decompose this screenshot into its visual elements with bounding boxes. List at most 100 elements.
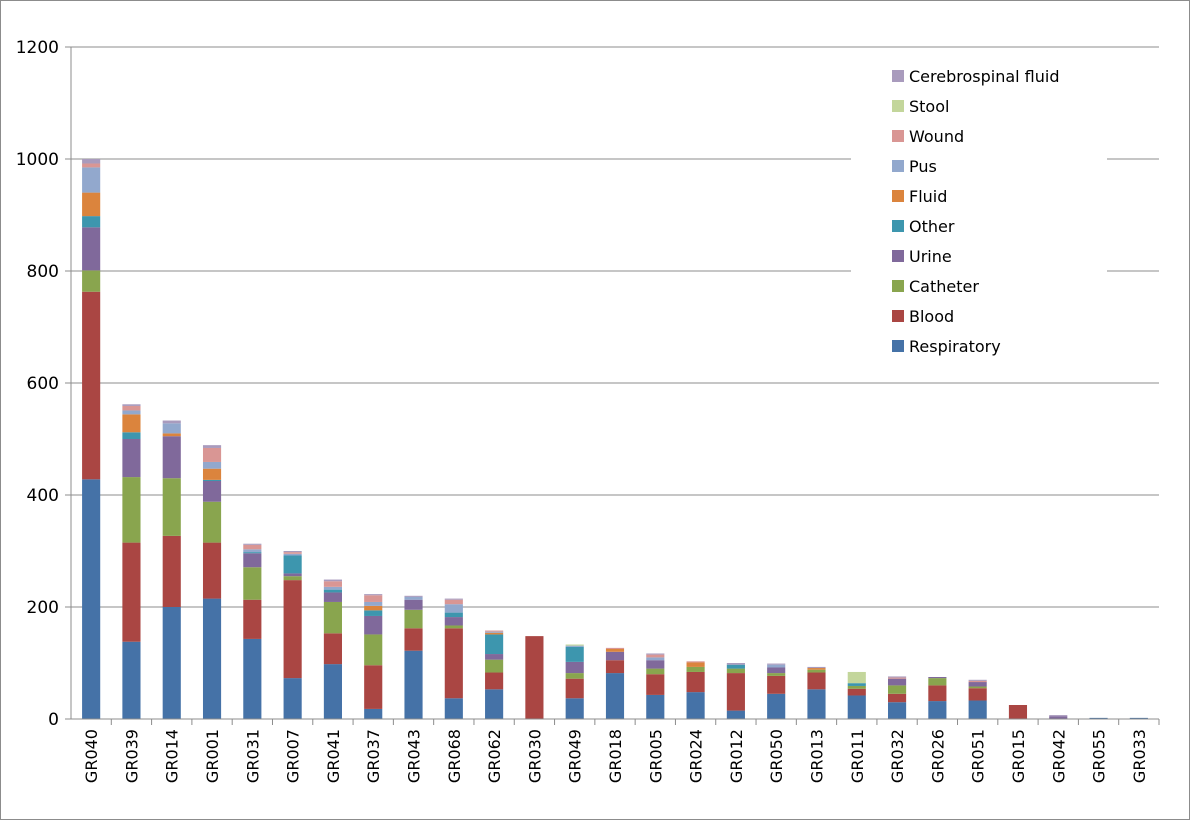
- x-tick-label: GR068: [445, 729, 464, 783]
- legend-label: Urine: [909, 247, 952, 266]
- bar-segment: GR068 Blood: 125: [444, 628, 463, 699]
- bar-segment: GR005 Pus: 5: [646, 657, 665, 661]
- bar-segment: GR011 Stool: 20: [847, 671, 866, 684]
- bar-segment: GR014 Respiratory: 200: [162, 607, 181, 719]
- legend-label: Other: [909, 217, 955, 236]
- x-tick-label: GR018: [606, 729, 625, 783]
- legend-swatch: [892, 160, 904, 172]
- x-tick-label: GR015: [1009, 729, 1028, 783]
- x-tick-label: GR007: [284, 729, 303, 783]
- bar-segment: GR011 Blood: 12: [847, 688, 866, 696]
- bar-segment: GR012 Catheter: 8: [726, 668, 745, 674]
- bar-segment: GR055 Respiratory: 2: [1089, 717, 1108, 719]
- bar-segment: GR062 Urine: 10: [485, 654, 504, 660]
- bar-segment: GR013 Catheter: 5: [807, 669, 826, 673]
- bar-segment: GR039 Other: 12: [122, 432, 141, 439]
- bar-segment: GR011 Respiratory: 42: [847, 695, 866, 719]
- legend-swatch: [892, 190, 904, 202]
- bar-segment: GR039 Pus: 7: [122, 410, 141, 415]
- x-tick-label: GR055: [1090, 729, 1109, 783]
- bar-segment: GR032 Urine: 12: [888, 678, 907, 686]
- legend-swatch: [892, 100, 904, 112]
- bar-segment: GR050 Blood: 32: [767, 675, 786, 694]
- bar-segment: GR068 Wound: 8: [444, 599, 463, 605]
- bar-segment: GR043 Catheter: 33: [404, 609, 423, 629]
- bar-segment: GR013 Respiratory: 53: [807, 689, 826, 719]
- bar-segment: GR005 Cerebrospinal fluid: 2: [646, 653, 665, 655]
- bar-segment: GR068 Cerebrospinal fluid: 2: [444, 598, 463, 600]
- bar-segment: GR024 Catheter: 9: [686, 666, 705, 672]
- bar-segment: GR040 Blood: 335: [82, 291, 101, 480]
- legend-swatch: [892, 280, 904, 292]
- bar-segment: GR039 Fluid: 32: [122, 414, 141, 433]
- bar-segment: GR007 Respiratory: 73: [283, 678, 302, 719]
- legend-label: Fluid: [909, 187, 947, 206]
- x-tick-label: GR040: [82, 729, 101, 783]
- bar-segment: GR041 Blood: 55: [323, 633, 342, 665]
- bar-segment: GR031 Catheter: 58: [243, 567, 262, 600]
- bar-segment: GR001 Wound: 25: [202, 447, 222, 462]
- bar-segment: GR037 Wound: 12: [364, 595, 383, 602]
- bar-segment: GR050 Respiratory: 45: [767, 693, 786, 719]
- gridlines: [71, 46, 1159, 608]
- bar-segment: GR049 Respiratory: 37: [565, 698, 584, 719]
- x-tick-label: GR042: [1049, 729, 1068, 783]
- bar-segment: GR013 Cerebrospinal fluid: 2: [807, 666, 826, 669]
- legend-label: Catheter: [909, 277, 979, 296]
- bar-segment: GR037 Fluid: 8: [364, 605, 383, 611]
- bar-segment: GR030 Blood: 148: [525, 636, 544, 719]
- bar-segment: GR001 Fluid: 20: [202, 468, 222, 480]
- x-tick-label: GR050: [767, 729, 786, 783]
- bar-segment: GR050 Urine: 10: [767, 667, 786, 674]
- bar-segment: GR051 Catheter: 3: [968, 686, 987, 689]
- bar-segment: GR001 Blood: 100: [202, 542, 222, 599]
- bar-segment: GR039 Cerebrospinal fluid: 3: [122, 404, 141, 406]
- x-tick-label: GR013: [807, 729, 826, 783]
- bar-segment: GR001 Urine: 37: [202, 481, 222, 502]
- bar-segment: GR037 Other: 10: [364, 610, 383, 616]
- legend-swatch: [892, 130, 904, 142]
- bar-segment: GR043 Urine: 18: [404, 599, 423, 610]
- x-tick-label: GR001: [203, 729, 222, 783]
- legend-swatch: [892, 340, 904, 352]
- bar-segment: GR068 Urine: 15: [444, 617, 463, 626]
- bar-segment: GR013 Fluid: 3: [807, 668, 826, 670]
- bar-segment: GR005 Urine: 15: [646, 660, 665, 669]
- bar-segment: GR041 Wound: 10: [323, 581, 342, 587]
- bar-segment: GR051 Blood: 22: [968, 688, 987, 701]
- bar-segment: GR041 Respiratory: 98: [323, 664, 342, 719]
- bar-segment: GR041 Catheter: 56: [323, 601, 342, 634]
- bar-segment: GR018 Respiratory: 82: [605, 673, 625, 719]
- bar-segment: GR018 Wound: 2: [605, 647, 625, 649]
- bar-segment: GR062 Catheter: 23: [485, 659, 504, 673]
- bar-segment: GR018 Urine: 15: [605, 651, 625, 661]
- legend-swatch: [892, 310, 904, 322]
- bar-segment: GR005 Catheter: 10: [646, 668, 665, 675]
- bar-segment: GR051 Respiratory: 33: [968, 700, 987, 719]
- bar-segment: GR014 Catheter: 103: [162, 478, 181, 536]
- bar-segment: GR031 Blood: 70: [243, 599, 262, 639]
- bar-segment: GR001 Other: 2: [202, 479, 222, 481]
- bar-segment: GR049 Pus: 2: [565, 645, 584, 647]
- bar-segment: GR005 Blood: 37: [646, 674, 665, 695]
- legend-label: Cerebrospinal fluid: [909, 67, 1060, 86]
- y-tick-label: 400: [27, 486, 59, 506]
- bar-segment: GR012 Blood: 67: [726, 673, 745, 711]
- bar-segment: GR024 Fluid: 8: [686, 662, 705, 667]
- bar-segment: GR037 Urine: 33: [364, 615, 383, 635]
- y-tick-label: 1200: [16, 38, 59, 58]
- x-tick-label: GR037: [364, 729, 383, 783]
- bar-segment: GR014 Pus: 18: [162, 423, 181, 434]
- bar-segment: GR043 Blood: 40: [404, 628, 423, 651]
- bar-segment: GR051 Wound: 2: [968, 680, 987, 683]
- bar-segment: GR037 Catheter: 55: [364, 634, 383, 666]
- bar-segment: GR049 Blood: 35: [565, 678, 584, 699]
- bar-segment: GR042 Urine: 5: [1049, 716, 1068, 719]
- bar-segment: GR014 Urine: 75: [162, 436, 181, 479]
- bar-segment: GR031 Wound: 8: [243, 544, 262, 550]
- bar-segment: GR049 Stool: 2: [565, 644, 584, 646]
- bar-segment: GR031 Urine: 25: [243, 553, 262, 568]
- legend-swatch: [892, 250, 904, 262]
- bar-segment: GR032 Respiratory: 30: [888, 702, 907, 719]
- x-tick-label: GR041: [324, 729, 343, 783]
